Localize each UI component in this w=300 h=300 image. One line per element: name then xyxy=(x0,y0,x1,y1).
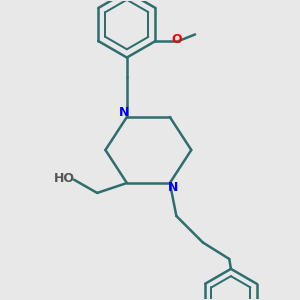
Text: N: N xyxy=(118,106,129,118)
Text: HO: HO xyxy=(54,172,75,184)
Text: N: N xyxy=(168,182,178,194)
Text: O: O xyxy=(172,33,182,46)
